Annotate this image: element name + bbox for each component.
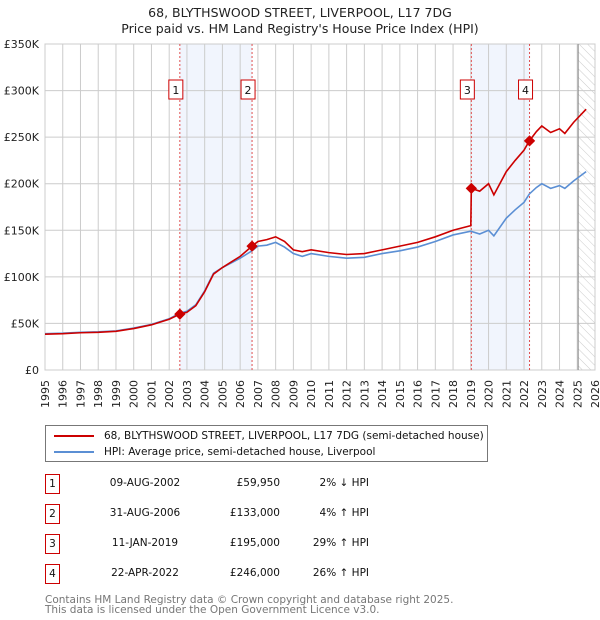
x-tick-label: 2025 — [571, 380, 584, 408]
x-tick-label: 2022 — [518, 380, 531, 408]
x-tick-label: 2008 — [270, 380, 283, 408]
sale-label: 3 — [464, 84, 471, 97]
sale-label-box — [518, 79, 534, 100]
transaction-row: 3 11-JAN-2019 £195,000 29% ↑ HPI — [45, 534, 445, 554]
x-tick-label: 2004 — [199, 380, 212, 408]
y-tick-label: £200K — [4, 178, 40, 191]
x-tick-label: 2023 — [536, 380, 549, 408]
x-tick-label: 2000 — [128, 380, 141, 408]
x-tick-label: 2002 — [163, 380, 176, 408]
red-line-swatch — [54, 435, 94, 437]
transaction-row: 2 31-AUG-2006 £133,000 4% ↑ HPI — [45, 504, 445, 524]
x-tick-label: 2021 — [500, 380, 513, 408]
transaction-price: £133,000 — [229, 507, 280, 519]
x-tick-label: 2017 — [429, 380, 442, 408]
footer-licence: This data is licensed under the Open Gov… — [45, 604, 380, 616]
x-tick-label: 2011 — [323, 380, 336, 408]
x-tick-label: 2024 — [554, 380, 567, 408]
y-tick-label: £150K — [4, 224, 40, 237]
transaction-row: 1 09-AUG-2002 £59,950 2% ↓ HPI — [45, 474, 445, 494]
y-tick-label: £300K — [4, 85, 40, 98]
y-tick-label: £100K — [4, 271, 40, 284]
transaction-date: 22-APR-2022 — [111, 567, 179, 579]
y-tick-label: £50K — [11, 317, 40, 330]
x-tick-label: 1998 — [92, 380, 105, 408]
forecast-hatch — [578, 44, 595, 370]
sale-point — [174, 308, 186, 320]
transaction-hpi-diff: 2% ↓ HPI — [319, 477, 369, 489]
x-tick-label: 1999 — [110, 380, 123, 408]
x-tick-label: 2003 — [181, 380, 194, 408]
footer-copyright: Contains HM Land Registry data © Crown c… — [45, 594, 454, 606]
legend-label: 68, BLYTHSWOOD STREET, LIVERPOOL, L17 7D… — [104, 430, 484, 442]
x-tick-label: 1997 — [74, 380, 87, 408]
transaction-hpi-diff: 29% ↑ HPI — [312, 537, 369, 549]
x-tick-label: 2019 — [465, 380, 478, 408]
legend-label: HPI: Average price, semi-detached house,… — [104, 446, 376, 458]
sale-label: 2 — [245, 84, 252, 97]
sale-label-box — [168, 79, 184, 100]
sale-label-box — [240, 79, 256, 100]
blue-line-swatch — [54, 451, 94, 453]
transaction-number-badge: 4 — [45, 564, 60, 584]
transaction-number-badge: 3 — [45, 534, 60, 554]
x-tick-label: 2026 — [589, 380, 600, 408]
transaction-hpi-diff: 4% ↑ HPI — [319, 507, 369, 519]
x-tick-label: 2012 — [341, 380, 354, 408]
sale-label: 4 — [522, 84, 529, 97]
x-tick-label: 1996 — [57, 380, 70, 408]
transaction-price: £246,000 — [229, 567, 280, 579]
x-tick-label: 2001 — [145, 380, 158, 408]
transaction-date: 31-AUG-2006 — [109, 507, 181, 519]
x-tick-label: 2018 — [447, 380, 460, 408]
sale-label: 1 — [172, 84, 179, 97]
transaction-number-badge: 1 — [45, 474, 60, 494]
legend-item-property: 68, BLYTHSWOOD STREET, LIVERPOOL, L17 7D… — [54, 430, 484, 442]
x-tick-label: 2016 — [412, 380, 425, 408]
transaction-price: £195,000 — [229, 537, 280, 549]
transaction-row: 4 22-APR-2022 £246,000 26% ↑ HPI — [45, 564, 445, 584]
x-tick-label: 2014 — [376, 380, 389, 408]
transaction-hpi-diff: 26% ↑ HPI — [312, 567, 369, 579]
chart-title: 68, BLYTHSWOOD STREET, LIVERPOOL, L17 7D… — [148, 5, 452, 20]
sale-label-box — [459, 79, 475, 100]
transaction-number-badge: 2 — [45, 504, 60, 524]
legend: 68, BLYTHSWOOD STREET, LIVERPOOL, L17 7D… — [45, 425, 488, 462]
price-chart: 1995 1996 1997 1998 1999 2000 2001 2002 2003 2004… — [4, 38, 600, 408]
transaction-date: 11-JAN-2019 — [111, 537, 179, 549]
x-tick-label: 2013 — [358, 380, 371, 408]
legend-item-hpi: HPI: Average price, semi-detached house,… — [54, 446, 375, 458]
x-tick-label: 2010 — [305, 380, 318, 408]
sale-point — [523, 135, 536, 147]
sale-point — [465, 182, 477, 195]
plot-frame — [44, 43, 596, 371]
x-tick-label: 2005 — [216, 380, 229, 408]
y-tick-label: £250K — [4, 131, 40, 144]
x-tick-label: 2006 — [234, 380, 247, 408]
transaction-date: 09-AUG-2002 — [109, 477, 181, 489]
x-tick-label: 2007 — [252, 380, 265, 408]
transaction-price: £59,950 — [236, 477, 280, 489]
x-tick-label: 2020 — [483, 380, 496, 408]
y-tick-label: £0 — [25, 364, 39, 377]
x-tick-label: 2009 — [287, 380, 300, 408]
x-tick-label: 2015 — [394, 380, 407, 408]
chart-subtitle: Price paid vs. HM Land Registry's House … — [121, 21, 479, 36]
x-tick-label: 1995 — [39, 380, 52, 408]
y-tick-label: £350K — [4, 38, 40, 51]
sale-point — [246, 240, 258, 252]
